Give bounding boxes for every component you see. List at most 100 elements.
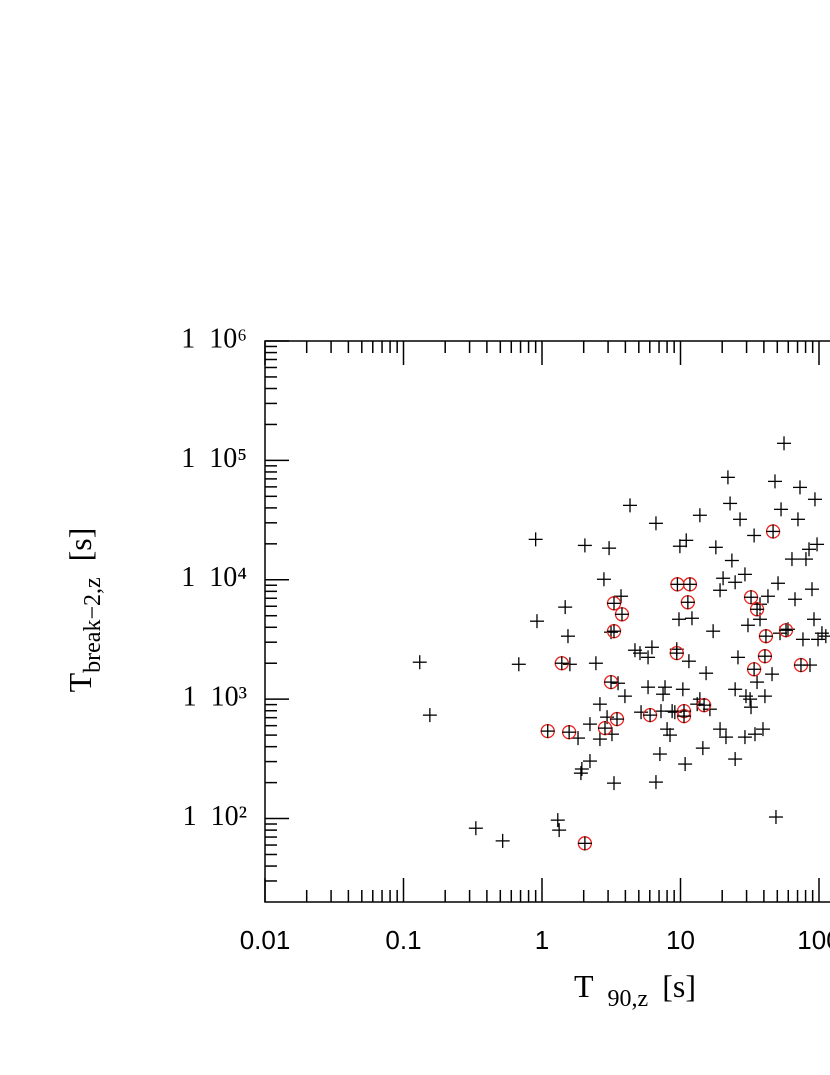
point: [614, 589, 629, 604]
point: [560, 629, 575, 644]
x-tick-label: 10: [666, 925, 695, 955]
point: [577, 538, 592, 553]
point: [706, 624, 721, 639]
point: [792, 480, 807, 495]
point: [561, 725, 577, 740]
point: [634, 705, 649, 720]
point: [743, 692, 758, 707]
y-axis-label: Tbreak−2,z [s]: [62, 528, 105, 693]
point: [760, 589, 775, 604]
point: [679, 533, 694, 548]
point: [422, 708, 437, 723]
point: [468, 821, 483, 836]
point: [540, 723, 555, 739]
point: [728, 752, 743, 767]
point: [550, 813, 565, 828]
point: [495, 833, 510, 848]
point: [652, 747, 667, 762]
point: [728, 682, 743, 697]
point: [614, 607, 630, 622]
point: [606, 596, 622, 611]
point: [744, 700, 759, 715]
point: [802, 542, 817, 557]
point: [724, 553, 739, 568]
point: [818, 629, 830, 644]
point: [730, 650, 745, 665]
point: [663, 728, 678, 743]
point: [695, 741, 710, 756]
point: [737, 567, 752, 582]
point: [765, 524, 781, 539]
y-tick-label: 1 10⁴: [181, 562, 247, 593]
point: [708, 540, 723, 555]
point: [758, 629, 774, 644]
point: [603, 674, 619, 690]
point: [784, 552, 799, 567]
point: [671, 612, 686, 627]
point: [757, 649, 773, 664]
point: [795, 632, 810, 647]
point: [617, 689, 632, 704]
point: [750, 675, 765, 690]
point: [733, 512, 748, 527]
point: [670, 577, 685, 592]
point: [660, 722, 675, 737]
point: [573, 766, 588, 781]
y-tick-label: 1 10²: [183, 801, 247, 832]
plot-frame: [264, 340, 830, 903]
point: [602, 541, 617, 556]
point: [642, 707, 658, 723]
point: [755, 722, 770, 737]
point: [648, 516, 663, 531]
point: [412, 655, 427, 670]
point: [798, 552, 813, 567]
point: [675, 682, 690, 697]
point: [765, 667, 780, 682]
point: [606, 776, 621, 791]
point: [696, 697, 712, 713]
point: [728, 575, 743, 590]
point: [592, 697, 607, 712]
y-label-sub: break−2,z: [80, 577, 106, 672]
point: [778, 623, 794, 638]
point: [814, 626, 829, 641]
point: [644, 640, 659, 655]
point: [667, 705, 682, 720]
point: [574, 762, 589, 777]
point: [552, 823, 567, 838]
y-tick-label: 1 10³: [183, 682, 247, 713]
x-label-unit: [s]: [662, 968, 696, 1004]
point: [737, 730, 752, 745]
point: [681, 654, 696, 669]
point: [680, 595, 696, 610]
point: [623, 498, 638, 513]
point: [597, 720, 613, 736]
point: [749, 602, 765, 617]
point: [554, 656, 569, 671]
point: [676, 708, 692, 724]
point: [678, 757, 693, 772]
y-tick-label: 1 10⁶: [181, 323, 247, 354]
point: [788, 592, 803, 607]
point: [528, 532, 543, 547]
point: [665, 704, 680, 719]
point: [692, 508, 707, 523]
point: [684, 611, 699, 626]
x-label-main: T: [574, 968, 594, 1004]
point: [571, 731, 586, 746]
y-label-unit: [s]: [62, 528, 98, 562]
x-tick-label: 0.1: [385, 925, 421, 955]
point: [577, 836, 593, 851]
x-tick-label: 1: [535, 925, 549, 955]
point: [777, 436, 792, 451]
point: [768, 810, 783, 825]
point: [713, 722, 728, 737]
point: [588, 656, 603, 671]
point: [747, 727, 762, 742]
point: [716, 571, 731, 586]
point: [713, 583, 728, 598]
point: [740, 618, 755, 633]
point: [774, 502, 789, 517]
